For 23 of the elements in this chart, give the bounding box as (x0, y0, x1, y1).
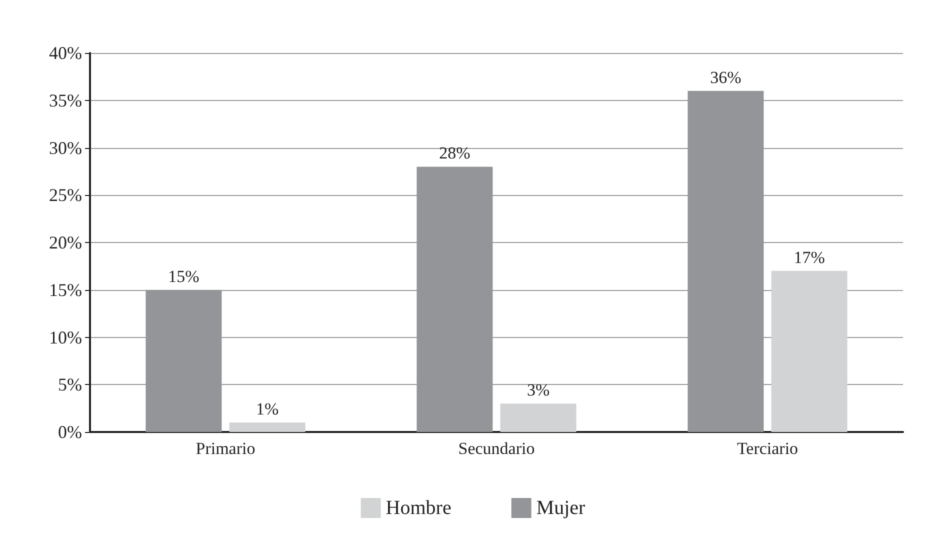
bar (500, 404, 576, 432)
data-label: 36% (710, 68, 742, 87)
data-label: 17% (794, 248, 825, 267)
y-tick-label: 30% (49, 138, 82, 158)
data-label: 15% (168, 266, 200, 286)
legend-label: Hombre (386, 497, 452, 519)
data-label: 3% (526, 380, 550, 400)
x-tick-label: Secundario (458, 439, 535, 458)
x-tick-label: Terciario (736, 439, 798, 458)
y-tick-label: 25% (49, 185, 82, 206)
y-tick-label: 0% (58, 422, 82, 442)
x-tick-label: Primario (196, 439, 256, 458)
y-tick-label: 20% (49, 232, 82, 252)
legend-label: Mujer (536, 497, 586, 519)
data-label: 1% (256, 400, 279, 419)
bar (229, 422, 306, 432)
bar (771, 270, 848, 432)
y-tick-label: 10% (49, 327, 82, 348)
y-tick-label: 35% (49, 90, 82, 110)
y-tick-label: 5% (58, 374, 82, 395)
data-label: 28% (439, 144, 470, 163)
y-tick-label: 15% (49, 280, 82, 300)
y-tick-label: 40% (49, 43, 82, 63)
